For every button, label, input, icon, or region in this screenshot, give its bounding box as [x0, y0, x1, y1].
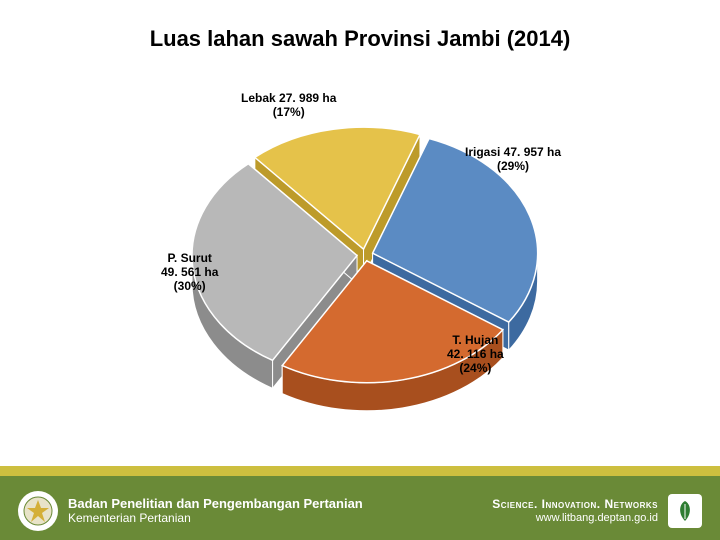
footer-stripe	[0, 466, 720, 476]
footer-ministry-name: Kementerian Pertanian	[68, 512, 363, 525]
footer-url: www.litbang.deptan.go.id	[492, 512, 658, 524]
footer-tagline: Science. Innovation. Networks	[492, 498, 658, 511]
footer-left: Badan Penelitian dan Pengembangan Pertan…	[18, 491, 363, 531]
pie-label-irigasi: Irigasi 47. 957 ha(29%)	[465, 146, 561, 174]
footer-right: Science. Innovation. Networks www.litban…	[492, 494, 702, 528]
ministry-logo-icon	[18, 491, 58, 531]
page-root: Luas lahan sawah Provinsi Jambi (2014) I…	[0, 0, 720, 540]
pie-label-psurut: P. Surut49. 561 ha(30%)	[161, 252, 218, 293]
footer: Badan Penelitian dan Pengembangan Pertan…	[0, 466, 720, 540]
pie-chart: Irigasi 47. 957 ha(29%) T. Hujan42. 116 h…	[145, 80, 585, 440]
agro-inovasi-badge-icon	[668, 494, 702, 528]
page-title: Luas lahan sawah Provinsi Jambi (2014)	[0, 26, 720, 52]
footer-bar: Badan Penelitian dan Pengembangan Pertan…	[0, 476, 720, 540]
pie-label-lebak: Lebak 27. 989 ha(17%)	[241, 92, 336, 120]
footer-org-name: Badan Penelitian dan Pengembangan Pertan…	[68, 497, 363, 511]
pie-label-thujan: T. Hujan42. 116 ha(24%)	[447, 334, 504, 375]
